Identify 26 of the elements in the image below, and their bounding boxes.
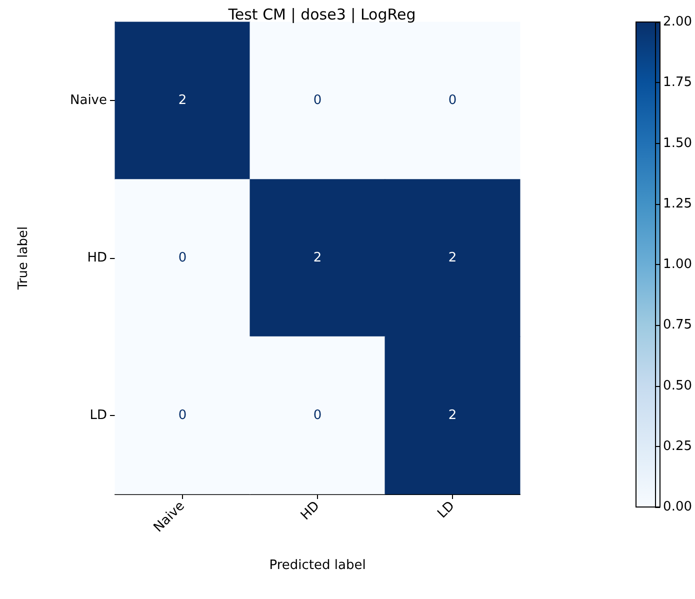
color-bar-label: 1.25 bbox=[663, 196, 692, 212]
data-label: 0 bbox=[313, 93, 322, 108]
data-label: 0 bbox=[448, 93, 457, 108]
y-axis-title: True label bbox=[16, 226, 31, 291]
color-bar-label: 0.25 bbox=[663, 438, 692, 454]
data-label: 0 bbox=[178, 250, 187, 266]
data-label: 0 bbox=[313, 408, 322, 423]
color-bar-label: 2.00 bbox=[663, 14, 692, 30]
color-bar-label: 1.50 bbox=[663, 136, 692, 151]
y-tick-label: Naive bbox=[70, 93, 107, 108]
color-bar-label: 0.50 bbox=[663, 378, 692, 394]
chart-title: Test CM | dose3 | LogReg bbox=[227, 6, 416, 24]
x-axis-title: Predicted label bbox=[269, 558, 366, 573]
color-bar-label: 0.00 bbox=[663, 500, 692, 514]
color-bar-label: 1.75 bbox=[663, 75, 692, 90]
x-tick-label: HD bbox=[298, 498, 323, 524]
color-bar-label: 1.00 bbox=[663, 257, 692, 272]
data-label: 2 bbox=[448, 250, 457, 266]
data-label: 0 bbox=[178, 408, 187, 423]
data-label: 2 bbox=[313, 250, 322, 266]
y-tick-label: HD bbox=[87, 250, 107, 266]
data-label: 2 bbox=[448, 408, 457, 423]
x-tick-label: LD bbox=[435, 498, 458, 522]
y-tick-label: LD bbox=[90, 408, 107, 423]
color-bar-label: 0.75 bbox=[663, 318, 692, 333]
data-label: 2 bbox=[178, 93, 187, 108]
